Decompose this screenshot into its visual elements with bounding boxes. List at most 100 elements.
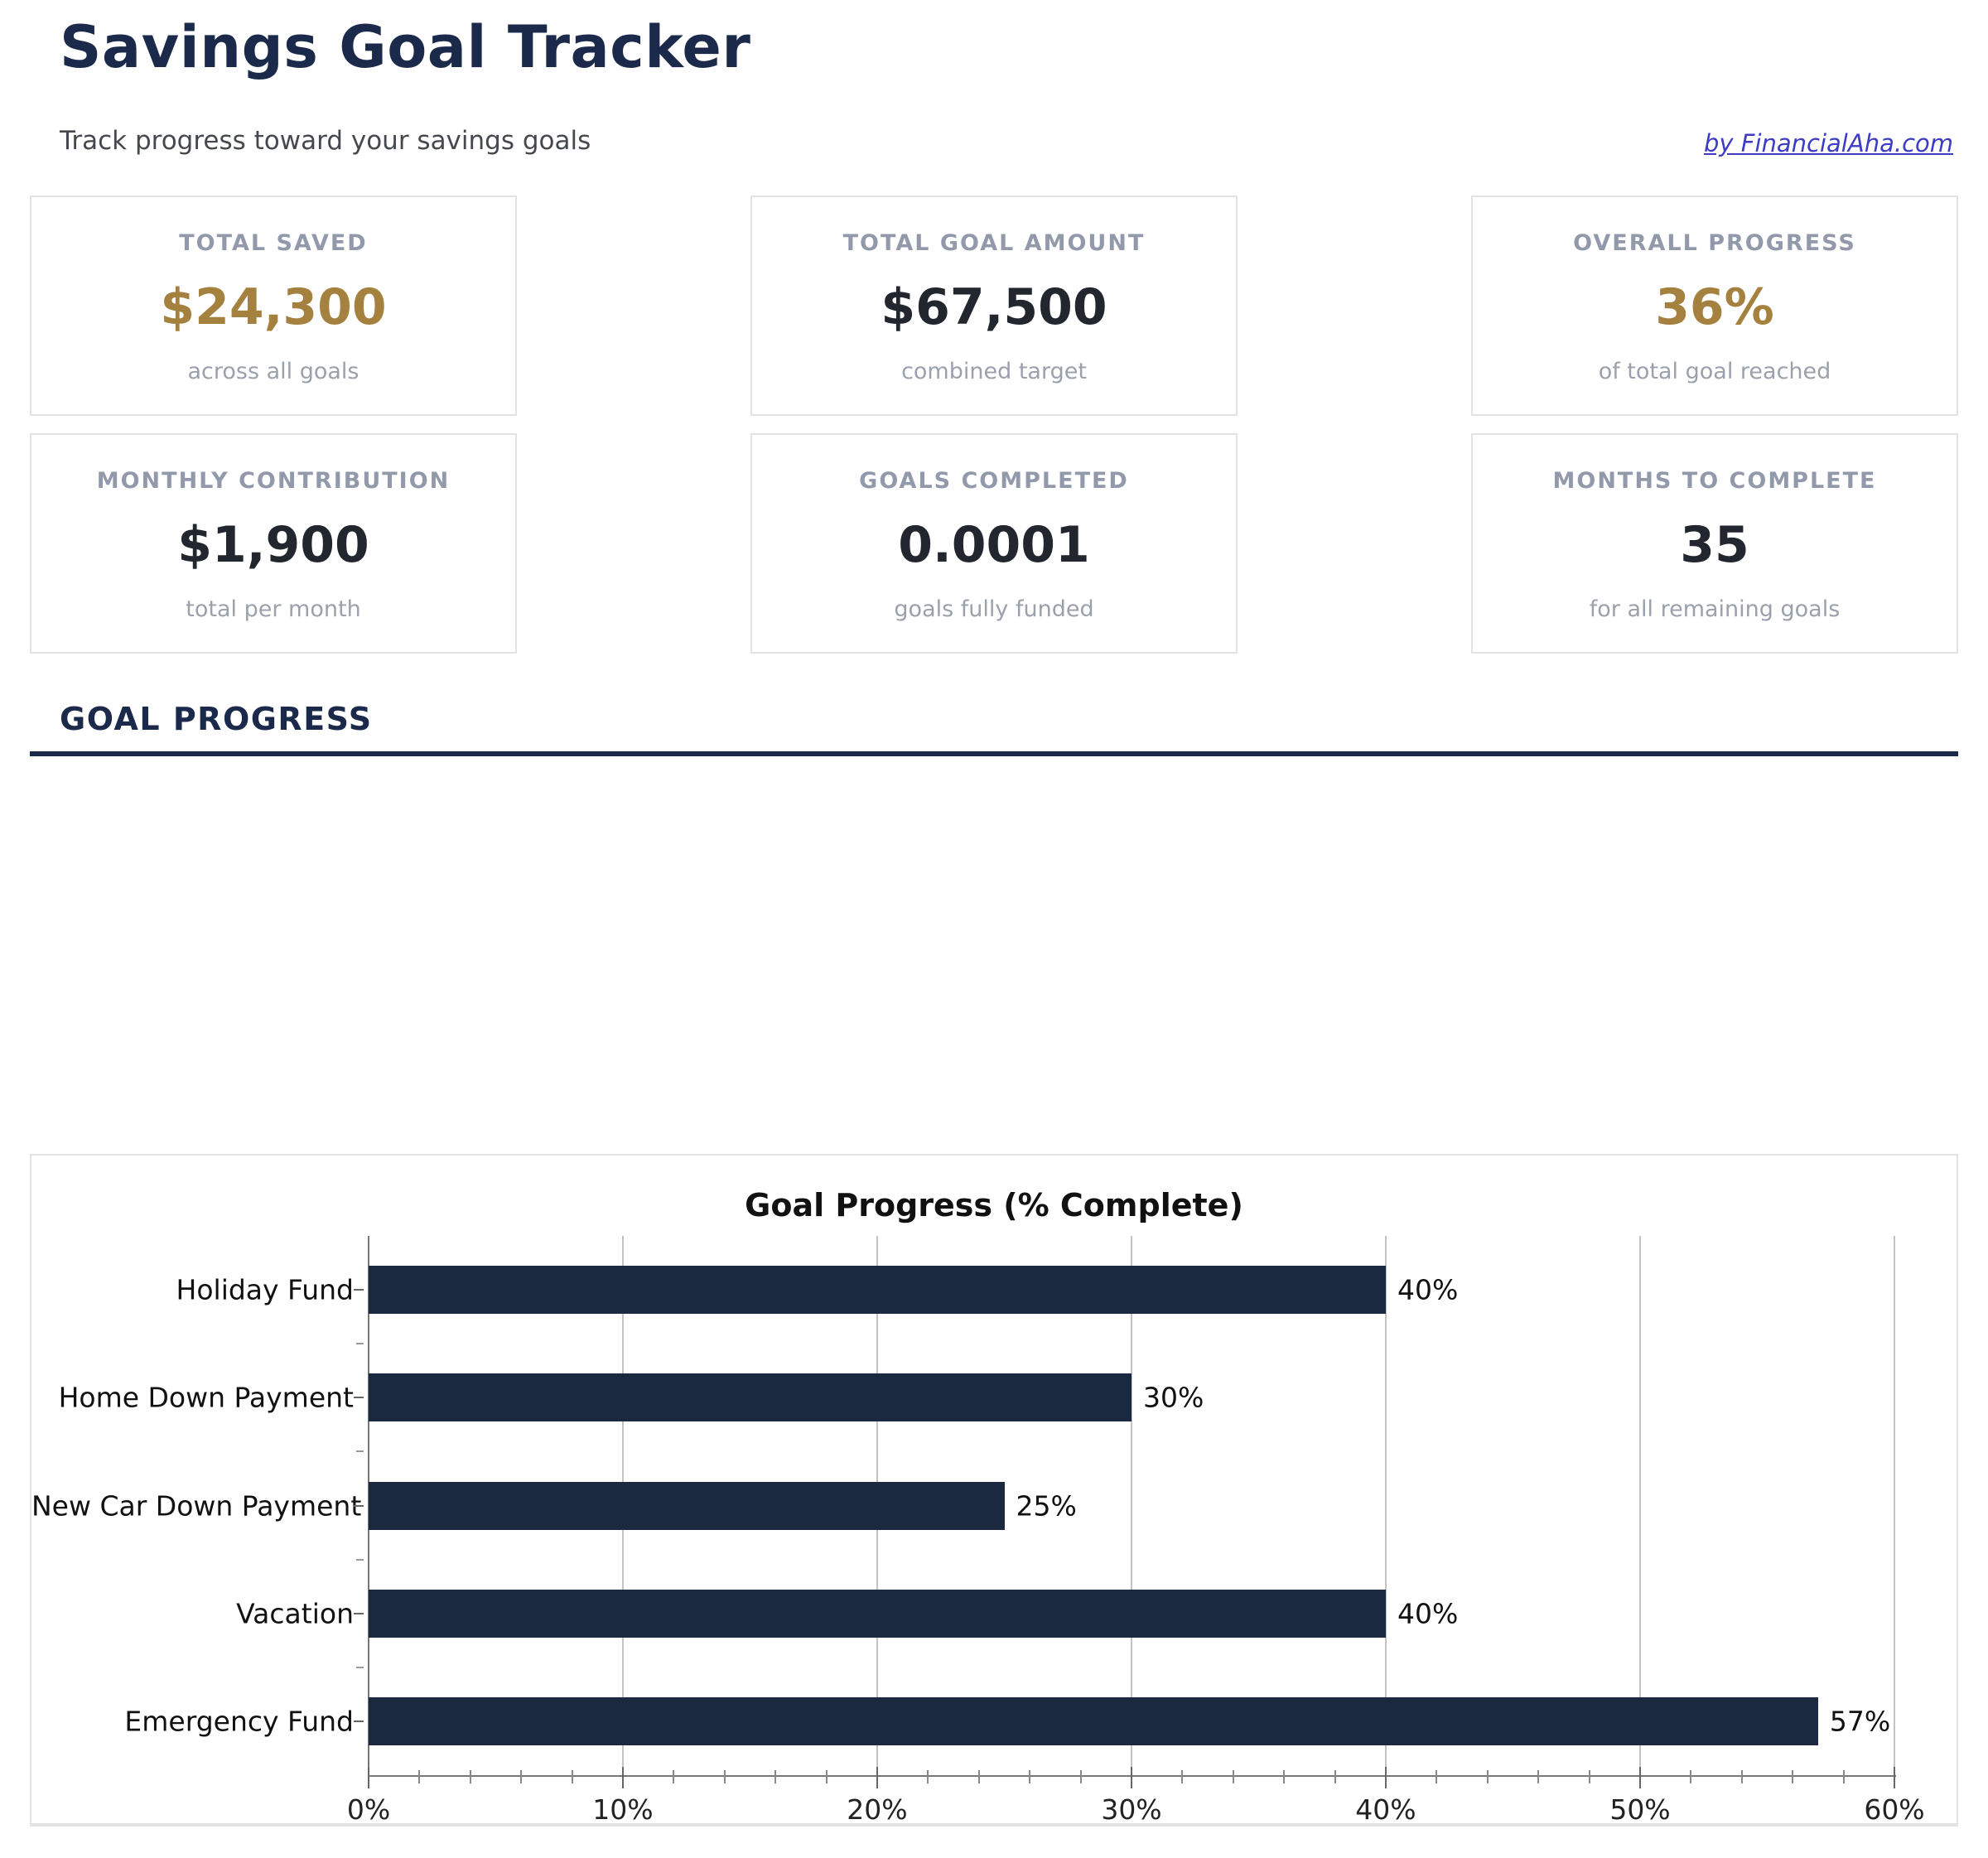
x-minor-tick — [774, 1770, 777, 1783]
bar-emergency-fund — [369, 1696, 1818, 1745]
bar-value-label: 30% — [1143, 1381, 1204, 1414]
stat-card-caption: for all remaining goals — [1589, 596, 1841, 622]
gridline-50 — [1639, 1236, 1641, 1775]
x-minor-tick — [927, 1770, 929, 1783]
stat-card-value: $24,300 — [160, 278, 387, 336]
x-minor-tick — [1079, 1770, 1082, 1783]
stat-card: TOTAL GOAL AMOUNT $67,500 combined targe… — [750, 195, 1238, 416]
x-minor-tick — [1029, 1770, 1031, 1783]
chart-category-axis: Holiday Fund Home Down Payment New Car Dow… — [31, 1236, 364, 1775]
x-minor-tick — [1283, 1770, 1286, 1783]
x-minor-tick — [1181, 1770, 1184, 1783]
category-label: New Car Down Payment — [31, 1489, 362, 1522]
x-major-tick — [1131, 1767, 1132, 1788]
y-minor-tick — [356, 1450, 364, 1453]
stat-card-label: MONTHS TO COMPLETE — [1552, 468, 1877, 494]
x-tick-label: 0% — [346, 1793, 391, 1826]
gridline-60 — [1894, 1236, 1895, 1775]
x-minor-tick — [571, 1770, 573, 1783]
x-tick-label: 30% — [1101, 1793, 1162, 1826]
x-minor-tick — [825, 1770, 828, 1783]
stats-grid: TOTAL SAVED $24,300 across all goals TOT… — [30, 195, 1958, 654]
x-minor-tick — [418, 1770, 421, 1783]
stat-card-label: GOALS COMPLETED — [859, 468, 1129, 494]
category-label: Vacation — [236, 1597, 354, 1630]
x-minor-tick — [673, 1770, 675, 1783]
section-heading-goal-progress: GOAL PROGRESS — [60, 701, 373, 737]
stat-card-caption: of total goal reached — [1598, 359, 1831, 384]
bar-value-label: 40% — [1397, 1597, 1459, 1630]
y-major-tick — [354, 1504, 364, 1507]
bar-value-label: 57% — [1829, 1705, 1891, 1738]
stat-card: MONTHS TO COMPLETE 35 for all remaining … — [1471, 433, 1958, 654]
y-major-tick — [354, 1612, 364, 1614]
x-minor-tick — [1537, 1770, 1540, 1783]
bar-new-car-down-payment — [369, 1481, 1005, 1530]
y-minor-tick — [356, 1343, 364, 1345]
stat-card-label: MONTHLY CONTRIBUTION — [96, 468, 451, 494]
stat-card-caption: total per month — [186, 596, 361, 622]
x-tick-label: 40% — [1355, 1793, 1416, 1826]
x-minor-tick — [1690, 1770, 1692, 1783]
x-major-tick — [1384, 1767, 1387, 1788]
bar-holiday-fund — [369, 1266, 1386, 1315]
section-divider — [30, 751, 1958, 756]
goal-progress-chart: Goal Progress (% Complete) Holiday Fund H… — [30, 1154, 1958, 1827]
bar-value-label: 25% — [1016, 1489, 1077, 1522]
page-title: Savings Goal Tracker — [60, 13, 751, 81]
stat-card: MONTHLY CONTRIBUTION $1,900 total per mo… — [30, 433, 517, 654]
x-minor-tick — [1842, 1770, 1845, 1783]
x-minor-tick — [723, 1770, 726, 1783]
y-major-tick — [354, 1397, 364, 1399]
stat-card-value: 0.0001 — [898, 516, 1090, 574]
chart-title: Goal Progress (% Complete) — [745, 1187, 1243, 1223]
x-minor-tick — [469, 1770, 471, 1783]
category-label: Home Down Payment — [58, 1381, 354, 1414]
x-major-tick — [368, 1767, 369, 1788]
stat-card-value: $1,900 — [177, 516, 369, 574]
x-minor-tick — [520, 1770, 523, 1783]
stat-card-value: $67,500 — [881, 278, 1107, 336]
x-minor-tick — [977, 1770, 980, 1783]
y-major-tick — [354, 1720, 364, 1722]
x-tick-label: 20% — [847, 1793, 908, 1826]
stat-card-label: TOTAL SAVED — [179, 230, 368, 256]
gridline-30 — [1131, 1236, 1132, 1775]
y-minor-tick — [356, 1558, 364, 1561]
bar-value-label: 40% — [1397, 1273, 1459, 1306]
x-minor-tick — [1334, 1770, 1336, 1783]
stat-card-caption: across all goals — [187, 359, 359, 384]
stat-card-label: OVERALL PROGRESS — [1573, 230, 1856, 256]
page-subtitle: Track progress toward your savings goals — [60, 126, 591, 156]
stat-card: TOTAL SAVED $24,300 across all goals — [30, 195, 517, 416]
stat-card-value: 35 — [1680, 516, 1749, 574]
stat-card-label: TOTAL GOAL AMOUNT — [842, 230, 1146, 256]
x-minor-tick — [1792, 1770, 1794, 1783]
x-minor-tick — [1486, 1770, 1489, 1783]
x-minor-tick — [1740, 1770, 1743, 1783]
x-tick-label: 10% — [592, 1793, 654, 1826]
stat-card-caption: goals fully funded — [894, 596, 1094, 622]
x-minor-tick — [1588, 1770, 1590, 1783]
y-minor-tick — [356, 1666, 364, 1668]
stat-card-caption: combined target — [901, 359, 1087, 384]
x-minor-tick — [1436, 1770, 1438, 1783]
stat-card: OVERALL PROGRESS 36% of total goal reach… — [1471, 195, 1958, 416]
stat-card-value: 36% — [1655, 278, 1774, 336]
attribution-link[interactable]: by FinancialAha.com — [1703, 129, 1953, 157]
x-tick-label: 60% — [1864, 1793, 1925, 1826]
x-minor-tick — [1232, 1770, 1234, 1783]
x-major-tick — [876, 1767, 878, 1788]
y-major-tick — [354, 1289, 364, 1291]
x-tick-label: 50% — [1609, 1793, 1671, 1826]
bar-home-down-payment — [369, 1373, 1132, 1422]
x-major-tick — [621, 1767, 624, 1788]
category-label: Emergency Fund — [124, 1705, 354, 1738]
stat-card: GOALS COMPLETED 0.0001 goals fully funde… — [750, 433, 1238, 654]
chart-plot-area: 0% 10% 20% 30% 40% 50% 60% 40% 30% 25% 40% 57% — [347, 1236, 1925, 1826]
category-label: Holiday Fund — [176, 1273, 354, 1306]
gridline-40 — [1384, 1236, 1387, 1775]
bar-vacation — [369, 1589, 1386, 1638]
x-major-tick — [1639, 1767, 1641, 1788]
